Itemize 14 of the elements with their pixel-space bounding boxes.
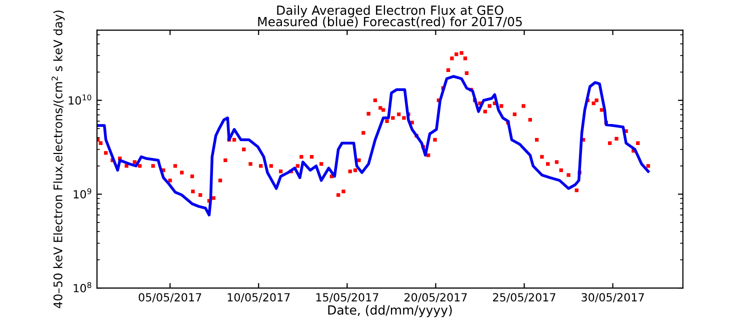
y-tick-label: 10$^{9}$ [74, 188, 92, 198]
x-tick-label: 25/05/2017 [493, 293, 556, 302]
chart-subtitle: Measured (blue) Forecast(red) for 2017/05 [258, 16, 522, 28]
x-tick-label: 05/05/2017 [138, 293, 202, 302]
x-axis-title: Date, (dd/mm/yyyy) [328, 305, 452, 318]
y-tick-label: 10$^{10}$ [68, 94, 92, 105]
x-tick-label: 15/05/2017 [316, 293, 378, 302]
line-series [96, 75, 650, 216]
y-axis-title: 40–50 keV Electron Flux,electrons/(cm$^{2}$ s keV day) [52, 10, 65, 308]
x-tick-label: 30/05/2017 [582, 293, 644, 302]
x-tick-label: 20/05/2017 [404, 293, 467, 302]
y-tick-label: 10$^{8}$ [74, 282, 92, 292]
x-tick-label: 10/05/2017 [228, 293, 290, 302]
chart-title: Daily Averaged Electron Flux at GEO [277, 5, 504, 18]
